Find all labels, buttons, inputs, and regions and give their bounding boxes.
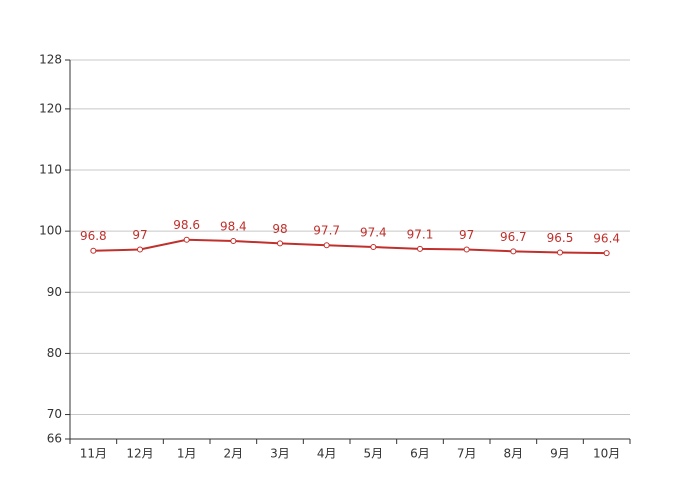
data-label: 96.5 [547, 231, 574, 245]
point [463, 246, 470, 253]
x-tick-label: 12月 [126, 447, 153, 461]
data-label: 97.1 [407, 227, 434, 241]
x-tick-label: 5月 [364, 447, 384, 461]
data-label: 98 [272, 222, 287, 236]
data-label: 98.4 [220, 219, 247, 233]
data-label: 98.6 [173, 218, 200, 232]
x-tick-label: 8月 [504, 447, 524, 461]
point [183, 236, 190, 243]
point [137, 246, 143, 253]
x-tick-label: 9月 [550, 447, 570, 461]
x-tick-label: 1月 [177, 447, 197, 461]
y-tick-label: 80 [47, 346, 62, 360]
y-tick-label: 110 [39, 163, 62, 177]
y-tick-label: 100 [39, 224, 62, 238]
point [510, 248, 517, 255]
point [90, 247, 97, 254]
x-tick-label: 11月 [80, 447, 107, 461]
data-label: 97 [459, 228, 474, 242]
point [230, 237, 237, 244]
y-tick-label: 66 [47, 432, 62, 446]
x-tick-label: 3月 [270, 447, 290, 461]
data-label: 96.8 [80, 229, 107, 243]
x-tick-label: 7月 [457, 447, 477, 461]
point [603, 250, 610, 257]
data-label: 97.7 [313, 224, 340, 238]
x-tick-label: 4月 [317, 447, 337, 461]
x-tick-label: 2月 [224, 447, 244, 461]
data-label: 96.7 [500, 230, 527, 244]
x-tick-label: 6月 [410, 447, 430, 461]
point [323, 242, 330, 249]
y-tick-label: 120 [39, 101, 62, 115]
y-tick-label: 128 [39, 53, 62, 67]
data-label: 97 [132, 228, 147, 242]
data-label: 97.4 [360, 226, 387, 240]
x-tick-label: 10月 [593, 447, 620, 461]
data-label: 96.4 [593, 232, 620, 246]
line [93, 238, 607, 255]
point [370, 244, 377, 251]
y-tick-label: 90 [47, 285, 62, 299]
point [557, 249, 563, 256]
y-tick-label: 70 [47, 407, 62, 421]
point [417, 245, 423, 252]
point [277, 240, 283, 247]
